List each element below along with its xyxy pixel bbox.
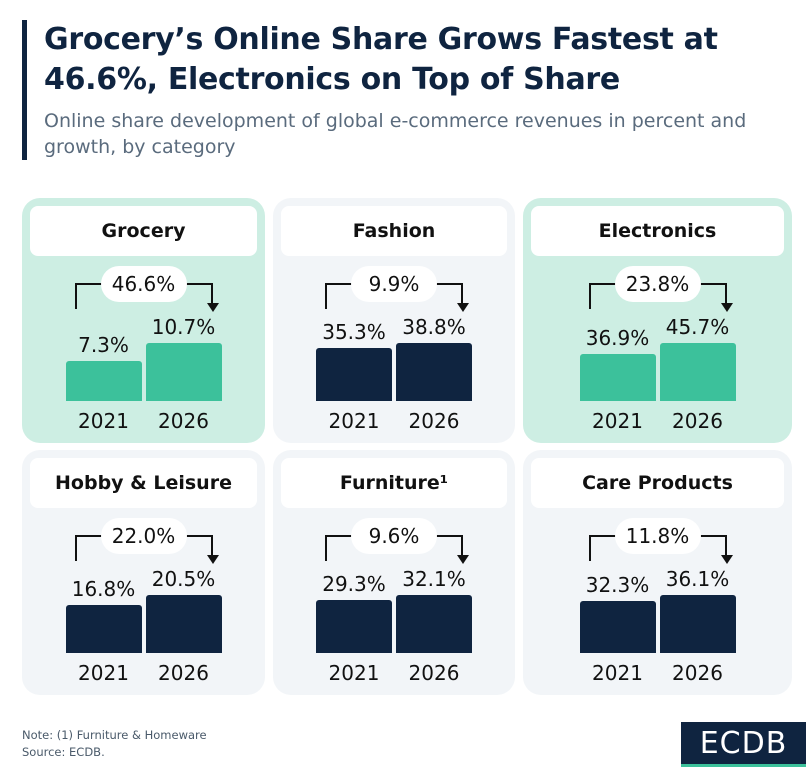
bar-2021 — [65, 605, 142, 653]
panel-title: Care Products — [531, 458, 784, 508]
panel-hobby-leisure: Hobby & Leisure 22.0% 16.8% 2021 20.5% 2… — [22, 450, 265, 695]
value-label: 36.1% — [665, 567, 730, 591]
value-label: 16.8% — [71, 577, 136, 601]
panel-furniture: Furniture¹ 9.6% 29.3% 2021 32.1% 2026 — [273, 450, 515, 695]
value-label: 32.1% — [402, 567, 466, 591]
bar-2026 — [659, 343, 736, 401]
bar-2021 — [65, 361, 142, 401]
year-label: 2026 — [408, 409, 460, 433]
growth-label: 22.0% — [100, 518, 187, 554]
title-accent-bar — [22, 20, 27, 160]
year-label: 2021 — [78, 661, 129, 685]
year-label: 2021 — [328, 661, 380, 685]
arrow-down-icon — [720, 555, 733, 564]
year-label: 2021 — [78, 409, 129, 433]
growth-label: 23.8% — [614, 266, 701, 302]
value-label: 10.7% — [151, 315, 216, 339]
bar-2026 — [145, 595, 222, 653]
chart-title: Grocery’s Online Share Grows Fastest at … — [44, 22, 718, 97]
panel-title: Hobby & Leisure — [30, 458, 257, 508]
panel-fashion: Fashion 9.9% 35.3% 2021 38.8% 2026 — [273, 198, 515, 443]
panel-grocery: Grocery 46.6% 7.3% 2021 10.7% 2026 — [22, 198, 265, 443]
footnote: Note: (1) Furniture & Homeware Source: E… — [22, 727, 207, 761]
growth-label: 9.9% — [351, 266, 437, 302]
arrow-down-icon — [457, 303, 469, 312]
panel-care-products: Care Products 11.8% 32.3% 2021 36.1% 202… — [523, 450, 792, 695]
bar-2021 — [579, 601, 656, 653]
growth-label: 11.8% — [614, 518, 701, 554]
year-label: 2021 — [592, 409, 643, 433]
year-label: 2021 — [328, 409, 380, 433]
year-label: 2026 — [408, 661, 460, 685]
chart-subtitle: Online share development of global e-com… — [44, 110, 747, 158]
bar-2026 — [396, 595, 472, 653]
value-label: 20.5% — [151, 567, 216, 591]
value-label: 45.7% — [665, 315, 730, 339]
growth-label: 46.6% — [100, 266, 187, 302]
panel-electronics: Electronics 23.8% 36.9% 2021 45.7% 2026 — [523, 198, 792, 443]
arrow-down-icon — [457, 555, 469, 564]
ecdb-logo: ECDB — [681, 722, 806, 767]
panel-title: Furniture¹ — [281, 458, 507, 508]
value-label: 32.3% — [585, 573, 650, 597]
year-label: 2026 — [672, 409, 723, 433]
value-label: 38.8% — [402, 315, 466, 339]
bar-2026 — [396, 343, 472, 401]
value-label: 7.3% — [78, 333, 129, 357]
year-label: 2021 — [592, 661, 643, 685]
panel-title: Grocery — [30, 206, 257, 256]
bar-2021 — [316, 600, 392, 653]
bar-2026 — [659, 595, 736, 653]
value-label: 35.3% — [322, 320, 386, 344]
bar-2021 — [579, 354, 656, 401]
panel-title: Fashion — [281, 206, 507, 256]
arrow-down-icon — [206, 303, 219, 312]
arrow-down-icon — [206, 555, 219, 564]
source-text: Source: ECDB. — [22, 745, 105, 759]
value-label: 29.3% — [322, 572, 386, 596]
bar-2026 — [145, 343, 222, 401]
note-text: Note: (1) Furniture & Homeware — [22, 728, 207, 742]
growth-label: 9.6% — [351, 518, 437, 554]
panel-title: Electronics — [531, 206, 784, 256]
year-label: 2026 — [672, 661, 723, 685]
year-label: 2026 — [158, 661, 209, 685]
bar-2021 — [316, 348, 392, 401]
arrow-down-icon — [720, 303, 733, 312]
value-label: 36.9% — [585, 326, 650, 350]
year-label: 2026 — [158, 409, 209, 433]
